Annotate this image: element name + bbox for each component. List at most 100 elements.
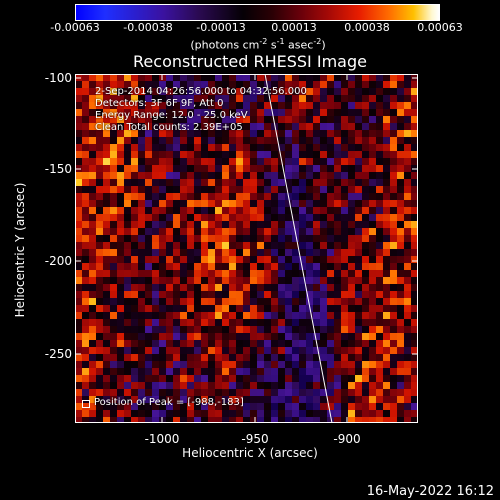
- heatmap-cell: [327, 144, 334, 151]
- heatmap-cell: [299, 305, 306, 312]
- heatmap-cell: [327, 81, 334, 88]
- heatmap-cell: [376, 312, 383, 319]
- heatmap-cell: [145, 263, 152, 270]
- heatmap-cell: [166, 326, 173, 333]
- heatmap-cell: [341, 396, 348, 403]
- heatmap-cell: [173, 88, 180, 95]
- colorbar-tick: -0.00013: [196, 21, 246, 34]
- heatmap-cell: [411, 102, 418, 109]
- heatmap-cell: [285, 158, 292, 165]
- heatmap-cell: [236, 249, 243, 256]
- heatmap-cell: [194, 305, 201, 312]
- heatmap-cell: [257, 172, 264, 179]
- heatmap-cell: [236, 256, 243, 263]
- heatmap-cell: [376, 179, 383, 186]
- heatmap-cell: [327, 298, 334, 305]
- heatmap-cell: [124, 151, 131, 158]
- heatmap-cell: [166, 375, 173, 382]
- heatmap-cell: [376, 319, 383, 326]
- heatmap-cell: [222, 207, 229, 214]
- heatmap-cell: [229, 193, 236, 200]
- heatmap-cell: [390, 249, 397, 256]
- heatmap-cell: [369, 200, 376, 207]
- heatmap-cell: [96, 410, 103, 417]
- heatmap-cell: [75, 403, 82, 410]
- heatmap-cell: [348, 200, 355, 207]
- heatmap-cell: [208, 193, 215, 200]
- heatmap-cell: [75, 151, 82, 158]
- heatmap-cell: [96, 277, 103, 284]
- colorbar: [75, 4, 440, 21]
- heatmap-cell: [229, 347, 236, 354]
- heatmap-cell: [278, 144, 285, 151]
- heatmap-cell: [320, 200, 327, 207]
- heatmap-cell: [75, 235, 82, 242]
- heatmap-cell: [250, 389, 257, 396]
- heatmap-cell: [138, 249, 145, 256]
- heatmap-cell: [215, 256, 222, 263]
- heatmap-cell: [320, 291, 327, 298]
- heatmap-cell: [194, 326, 201, 333]
- heatmap-cell: [117, 291, 124, 298]
- heatmap-cell: [327, 361, 334, 368]
- heatmap-cell: [152, 109, 159, 116]
- heatmap-cell: [285, 95, 292, 102]
- heatmap-cell: [173, 228, 180, 235]
- heatmap-cell: [117, 333, 124, 340]
- heatmap-cell: [299, 263, 306, 270]
- heatmap-cell: [285, 340, 292, 347]
- heatmap-cell: [271, 228, 278, 235]
- heatmap-cell: [159, 347, 166, 354]
- heatmap-cell: [166, 298, 173, 305]
- heatmap-cell: [285, 74, 292, 81]
- heatmap-cell: [75, 102, 82, 109]
- heatmap-cell: [166, 214, 173, 221]
- heatmap-cell: [131, 277, 138, 284]
- heatmap-cell: [355, 263, 362, 270]
- heatmap-cell: [362, 193, 369, 200]
- heatmap-cell: [278, 116, 285, 123]
- heatmap-cell: [152, 137, 159, 144]
- heatmap-cell: [208, 298, 215, 305]
- heatmap-cell: [138, 382, 145, 389]
- heatmap-cell: [166, 179, 173, 186]
- heatmap-cell: [103, 137, 110, 144]
- heatmap-cell: [271, 151, 278, 158]
- heatmap-cell: [397, 347, 404, 354]
- heatmap-cell: [285, 403, 292, 410]
- heatmap-cell: [215, 123, 222, 130]
- heatmap-cell: [334, 214, 341, 221]
- heatmap-cell: [285, 319, 292, 326]
- heatmap-cell: [138, 109, 145, 116]
- heatmap-cell: [292, 242, 299, 249]
- heatmap-cell: [341, 263, 348, 270]
- heatmap-cell: [285, 291, 292, 298]
- heatmap-cell: [404, 214, 411, 221]
- heatmap-cell: [278, 95, 285, 102]
- heatmap-cell: [215, 403, 222, 410]
- heatmap-cell: [257, 305, 264, 312]
- heatmap-cell: [348, 186, 355, 193]
- heatmap-cell: [313, 305, 320, 312]
- heatmap-cell: [362, 305, 369, 312]
- heatmap-cell: [362, 389, 369, 396]
- heatmap-cell: [369, 172, 376, 179]
- heatmap-cell: [313, 347, 320, 354]
- heatmap-cell: [264, 165, 271, 172]
- heatmap-cell: [103, 340, 110, 347]
- heatmap-cell: [355, 144, 362, 151]
- heatmap-cell: [117, 354, 124, 361]
- heatmap-cell: [117, 95, 124, 102]
- heatmap-cell: [341, 151, 348, 158]
- heatmap-cell: [411, 382, 418, 389]
- heatmap-cell: [96, 116, 103, 123]
- heatmap-cell: [369, 102, 376, 109]
- heatmap-cell: [376, 291, 383, 298]
- heatmap-cell: [124, 158, 131, 165]
- heatmap-cell: [341, 298, 348, 305]
- heatmap-cell: [103, 116, 110, 123]
- heatmap-cell: [103, 95, 110, 102]
- heatmap-cell: [152, 165, 159, 172]
- heatmap-cell: [369, 109, 376, 116]
- heatmap-cell: [145, 228, 152, 235]
